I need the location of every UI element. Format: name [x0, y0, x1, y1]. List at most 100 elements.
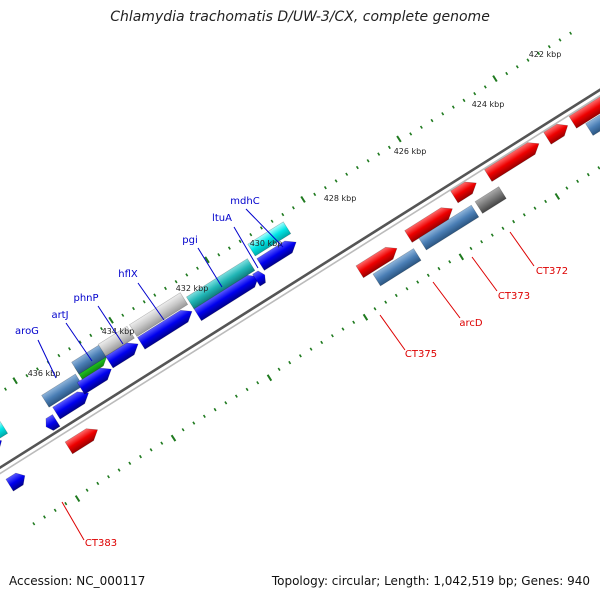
major-tick	[362, 313, 369, 321]
minor-tick	[515, 65, 519, 69]
minor-tick	[245, 387, 249, 392]
minor-tick	[576, 179, 580, 184]
forward-gene-arrow	[137, 309, 193, 350]
reverse-gene-arrow-shape	[404, 207, 453, 243]
forward-gene-arrow-shape	[193, 274, 260, 322]
forward-gene-label: hflX	[118, 269, 138, 280]
minor-tick	[426, 273, 430, 278]
minor-tick	[149, 448, 153, 452]
minor-tick	[558, 38, 562, 42]
minor-tick	[416, 280, 420, 284]
reverse-gene-arrow-shape	[355, 246, 398, 279]
minor-tick	[409, 132, 413, 136]
minor-tick	[345, 172, 349, 176]
minor-tick	[448, 260, 452, 264]
minor-tick	[373, 307, 377, 311]
forward-gene-arrow-shape	[52, 391, 89, 420]
forward-gene-block-shape	[0, 421, 9, 444]
minor-tick	[565, 186, 569, 190]
minor-tick	[355, 165, 359, 170]
tick-label: 436 kbp	[28, 369, 61, 378]
forward-label-leader	[65, 322, 93, 362]
minor-tick	[480, 240, 484, 244]
minor-tick	[352, 320, 356, 325]
inner-tick-row	[32, 166, 600, 526]
forward-gene-block	[247, 221, 292, 257]
map-title: Chlamydia trachomatis D/UW-3/CX, complet…	[110, 9, 490, 25]
minor-tick	[512, 219, 516, 224]
reverse-gene-arrow-shape	[450, 181, 477, 204]
minor-tick	[405, 287, 409, 291]
tick-label: 428 kbp	[324, 194, 357, 203]
minor-tick	[85, 488, 89, 492]
minor-tick	[469, 246, 473, 251]
forward-gene-arrow-shape	[252, 270, 266, 287]
forward-gene-label: ltuA	[212, 213, 232, 224]
minor-tick	[384, 300, 388, 304]
minor-tick	[43, 515, 46, 519]
forward-gene-block-shape	[247, 221, 292, 257]
major-tick	[492, 75, 498, 83]
reverse-label-leader	[432, 281, 461, 319]
tick-label: 426 kbp	[394, 147, 427, 156]
minor-tick	[164, 286, 167, 291]
minor-tick	[483, 85, 487, 89]
minor-tick	[547, 44, 551, 49]
minor-tick	[505, 71, 509, 76]
minor-tick	[234, 394, 238, 398]
major-tick	[74, 495, 81, 503]
reverse-gene-arrow	[543, 123, 569, 145]
reverse-gene-label: arcD	[459, 318, 483, 329]
forward-gene-block-shape	[129, 292, 189, 337]
minor-tick	[288, 360, 292, 365]
forward-label-leader	[245, 208, 284, 248]
minor-tick	[96, 481, 100, 486]
minor-tick	[334, 179, 338, 183]
reverse-gene-arrow	[64, 428, 98, 455]
minor-tick	[121, 313, 125, 317]
major-tick	[554, 192, 561, 200]
minor-tick	[107, 475, 110, 479]
minor-tick	[537, 51, 541, 56]
forward-gene-arrow	[5, 472, 26, 492]
major-tick	[170, 434, 177, 442]
forward-label-leader	[233, 226, 259, 269]
minor-tick	[533, 206, 537, 210]
reverse-gene-arrow	[568, 88, 600, 129]
minor-tick	[309, 347, 313, 351]
forward-label-leader	[97, 305, 124, 345]
minor-tick	[185, 273, 189, 277]
backbone-line	[0, 88, 600, 470]
forward-gene-arrow	[252, 270, 266, 287]
forward-gene-block	[186, 258, 256, 310]
reverse-gene-label: CT373	[498, 291, 530, 302]
minor-tick	[341, 327, 345, 331]
minor-tick	[597, 166, 600, 170]
minor-tick	[153, 293, 157, 297]
minor-tick	[174, 279, 178, 284]
reverse-gene-block	[474, 186, 507, 214]
forward-gene-arrow-shape	[0, 438, 2, 459]
reverse-gene-arrow-shape	[543, 123, 569, 145]
reverse-gene-arrow-shape	[568, 88, 600, 129]
reverse-gene-arrow	[355, 246, 398, 279]
forward-label-leader	[37, 339, 57, 379]
reverse-gene-arrow-shape	[64, 428, 98, 455]
minor-tick	[68, 347, 71, 351]
major-tick	[396, 135, 402, 143]
forward-gene-arrow-shape	[5, 472, 26, 492]
minor-tick	[522, 213, 526, 217]
minor-tick	[213, 407, 217, 412]
reverse-label-leader	[61, 501, 85, 541]
minor-tick	[270, 219, 274, 223]
forward-gene-label: phnP	[73, 293, 98, 304]
minor-tick	[366, 159, 370, 163]
minor-tick	[181, 428, 185, 432]
reverse-gene-block	[585, 91, 600, 136]
minor-tick	[377, 152, 381, 156]
reverse-gene-label: CT383	[85, 538, 117, 549]
tick-label: 424 kbp	[472, 100, 505, 109]
minor-tick	[57, 353, 61, 358]
accession-text: Accession: NC_000117	[9, 574, 146, 588]
